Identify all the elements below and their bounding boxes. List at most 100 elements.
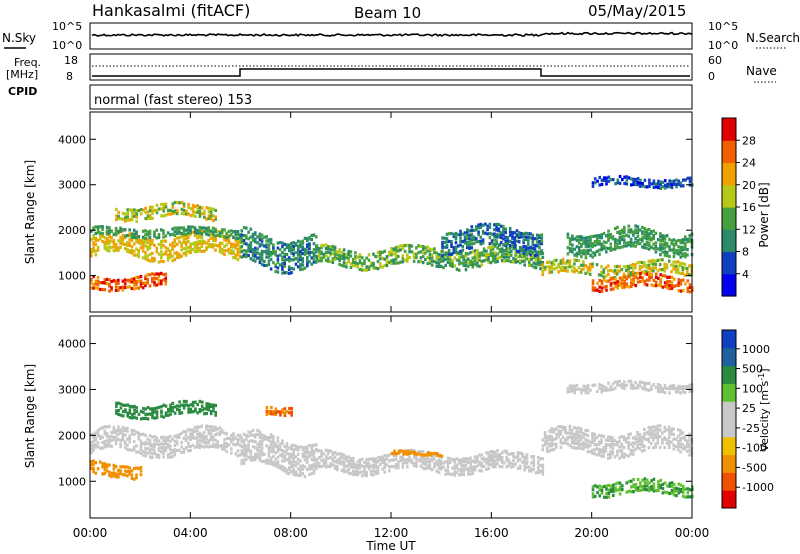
heatmap-cell <box>320 452 323 456</box>
heatmap-cell <box>242 444 246 448</box>
heatmap-cell <box>636 276 640 280</box>
heatmap-cell <box>643 480 647 485</box>
heatmap-cell <box>260 262 264 266</box>
heatmap-cell <box>239 241 242 245</box>
heatmap-cell <box>672 267 675 271</box>
heatmap-cell <box>137 275 140 279</box>
heatmap-cell <box>101 446 104 450</box>
heatmap-cell <box>502 243 505 247</box>
heatmap-cell <box>296 250 300 254</box>
heatmap-cell <box>144 257 147 261</box>
heatmap-cell <box>541 265 545 270</box>
heatmap-cell <box>582 236 585 240</box>
heatmap-cell <box>636 228 640 232</box>
heatmap-cell <box>171 450 174 454</box>
heatmap-cell <box>630 284 633 288</box>
heatmap-cell <box>363 460 366 465</box>
heatmap-cell <box>665 428 669 432</box>
heatmap-cell <box>265 249 268 253</box>
heatmap-cell <box>481 229 485 233</box>
heatmap-cell <box>627 444 630 448</box>
heatmap-cell <box>623 227 626 231</box>
heatmap-cell <box>659 234 662 239</box>
heatmap-cell <box>187 250 190 254</box>
heatmap-cell <box>209 428 213 432</box>
heatmap-cell <box>374 460 377 464</box>
heatmap-cell <box>451 262 454 266</box>
heatmap-cell <box>672 251 676 255</box>
heatmap-cell <box>482 459 486 463</box>
heatmap-cell <box>160 409 163 413</box>
colorbar-tick-label: 1000 <box>742 343 770 356</box>
heatmap-cell <box>281 468 284 472</box>
heatmap-cell <box>169 409 172 413</box>
heatmap-cell <box>531 239 535 244</box>
heatmap-cell <box>232 245 235 249</box>
heatmap-cell <box>94 461 98 465</box>
heatmap-cell <box>209 210 213 214</box>
heatmap-cell <box>609 248 613 252</box>
heatmap-cell <box>605 386 608 390</box>
heatmap-cell <box>516 456 520 460</box>
heatmap-cell <box>157 446 161 451</box>
heatmap-cell <box>593 253 597 257</box>
heatmap-cell <box>451 458 454 462</box>
heatmap-cell <box>629 244 633 248</box>
heatmap-cell <box>636 271 639 275</box>
heatmap-cell <box>394 254 398 258</box>
heatmap-cell <box>650 276 653 280</box>
heatmap-cell <box>462 460 466 464</box>
heatmap-cell <box>641 182 644 186</box>
heatmap-cell <box>627 275 631 279</box>
heatmap-cell <box>114 472 118 476</box>
heatmap-cell <box>162 252 165 256</box>
heatmap-cell <box>146 245 149 249</box>
heatmap-cell <box>137 431 140 435</box>
heatmap-cell <box>603 278 606 282</box>
heatmap-cell <box>292 443 295 447</box>
heatmap-cell <box>652 269 655 273</box>
heatmap-cell <box>495 241 498 246</box>
heatmap-cell <box>196 243 199 247</box>
heatmap-cell <box>383 464 387 468</box>
heatmap-cell <box>301 241 305 245</box>
heatmap-cell <box>593 443 596 447</box>
heatmap-cell <box>128 208 132 212</box>
heatmap-cell <box>285 442 289 446</box>
heatmap-cell <box>196 231 199 235</box>
heatmap-cell <box>105 229 109 233</box>
heatmap-cell <box>634 483 638 487</box>
heatmap-cell <box>577 439 581 444</box>
heatmap-cell <box>146 217 150 221</box>
heatmap-cell <box>643 178 647 182</box>
heatmap-cell <box>528 257 531 261</box>
heatmap-cell <box>135 466 138 470</box>
heatmap-cell <box>540 242 544 246</box>
heatmap-cell <box>469 472 472 476</box>
heatmap-cell <box>135 430 138 434</box>
heatmap-cell <box>242 234 246 238</box>
heatmap-cell <box>308 443 311 447</box>
heatmap-cell <box>539 257 542 261</box>
heatmap-cell <box>672 443 675 447</box>
heatmap-cell <box>272 450 275 454</box>
heatmap-cell <box>187 441 190 445</box>
heatmap-cell <box>296 259 300 263</box>
heatmap-cell <box>489 453 493 457</box>
heatmap-cell <box>656 431 660 435</box>
heatmap-cell <box>401 458 405 462</box>
heatmap-cell <box>256 235 259 239</box>
heatmap-cell <box>484 231 487 235</box>
heatmap-cell <box>263 434 266 438</box>
heatmap-cell <box>566 232 570 236</box>
heatmap-cell <box>94 225 98 229</box>
heatmap-cell <box>620 442 624 446</box>
heatmap-cell <box>516 451 520 455</box>
heatmap-cell <box>672 248 676 252</box>
heatmap-cell <box>144 440 147 445</box>
heatmap-cell <box>155 203 159 207</box>
heatmap-cell <box>516 255 520 259</box>
heatmap-cell <box>303 475 307 479</box>
heatmap-cell <box>146 277 149 282</box>
heatmap-cell <box>659 384 662 388</box>
